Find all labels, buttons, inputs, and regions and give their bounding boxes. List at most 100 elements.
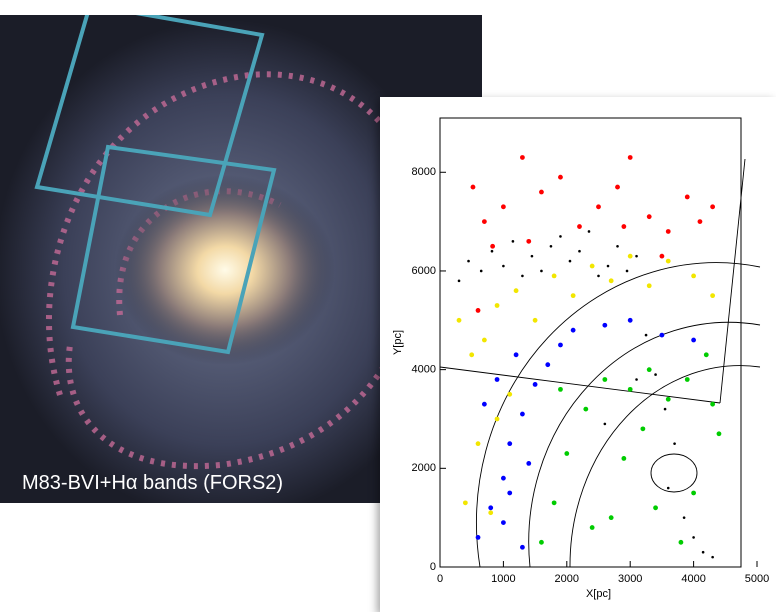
data-point (559, 235, 562, 238)
data-point (507, 392, 512, 397)
data-point (691, 273, 696, 278)
data-point (628, 318, 633, 323)
data-point (717, 431, 722, 436)
data-point (597, 275, 600, 278)
data-point (621, 456, 626, 461)
data-point (520, 545, 525, 550)
data-point (476, 535, 481, 540)
data-point (683, 516, 686, 519)
data-point (691, 491, 696, 496)
data-point (635, 255, 638, 258)
data-point (491, 250, 494, 253)
data-point (495, 377, 500, 382)
data-point (615, 185, 620, 190)
x-axis-label: X[pc] (586, 588, 611, 600)
x-tick-label: 5000 (745, 573, 769, 585)
data-point (539, 190, 544, 195)
data-point (502, 265, 505, 268)
data-point (564, 451, 569, 456)
data-point (512, 240, 515, 243)
data-point (660, 333, 665, 338)
data-point (666, 229, 671, 234)
data-point (569, 260, 572, 263)
y-tick-label: 0 (430, 561, 436, 573)
data-point (476, 441, 481, 446)
data-point (501, 204, 506, 209)
data-point (501, 476, 506, 481)
data-point (645, 334, 648, 337)
x-tick-label: 0 (437, 573, 443, 585)
data-point (482, 219, 487, 224)
data-point (457, 318, 462, 323)
data-point (501, 520, 506, 525)
image-caption: M83-BVI+Hα bands (FORS2) (22, 472, 283, 495)
data-point (609, 278, 614, 283)
x-tick-label: 2000 (555, 573, 579, 585)
data-point (480, 270, 483, 273)
data-point (571, 328, 576, 333)
plot-frame (440, 118, 741, 567)
data-point (476, 308, 481, 313)
data-point (602, 377, 607, 382)
data-point (604, 423, 607, 426)
slide: M83-BVI+Hα bands (FORS2) 010002000300040… (0, 0, 776, 612)
y-tick-label: 6000 (412, 265, 436, 277)
data-point (653, 505, 658, 510)
data-point (698, 219, 703, 224)
data-point (467, 260, 470, 263)
data-point (704, 352, 709, 357)
data-point (711, 556, 714, 559)
data-point (685, 195, 690, 200)
data-point (616, 245, 619, 248)
data-point (526, 461, 531, 466)
data-point (545, 362, 550, 367)
data-point (673, 442, 676, 445)
data-point (533, 318, 538, 323)
data-point (463, 500, 468, 505)
data-point (520, 412, 525, 417)
data-point (588, 230, 591, 233)
data-point (691, 338, 696, 343)
data-point (692, 536, 695, 539)
data-point (469, 352, 474, 357)
data-point (571, 293, 576, 298)
data-point (514, 288, 519, 293)
data-point (647, 367, 652, 372)
data-point (482, 338, 487, 343)
data-point (710, 402, 715, 407)
y-tick-label: 2000 (412, 462, 436, 474)
data-point (558, 387, 563, 392)
data-point (558, 343, 563, 348)
data-point (647, 214, 652, 219)
data-point (664, 408, 667, 411)
data-point (635, 378, 638, 381)
data-point (550, 245, 553, 248)
y-tick-label: 8000 (412, 166, 436, 178)
data-point (621, 224, 626, 229)
data-point (521, 275, 524, 278)
data-point (702, 551, 705, 554)
data-point (596, 204, 601, 209)
data-point (533, 382, 538, 387)
y-tick-label: 4000 (412, 364, 436, 376)
data-point (685, 377, 690, 382)
data-point (607, 265, 610, 268)
data-point (609, 515, 614, 520)
data-point (507, 491, 512, 496)
y-axis-label: Y[pc] (392, 330, 404, 355)
x-tick-label: 1000 (491, 573, 515, 585)
x-tick-label: 4000 (681, 573, 705, 585)
data-point (628, 254, 633, 259)
data-point (628, 155, 633, 160)
data-point (647, 283, 652, 288)
data-point (710, 204, 715, 209)
data-point (507, 441, 512, 446)
data-point (667, 487, 670, 490)
data-point (660, 254, 665, 259)
data-point (495, 303, 500, 308)
data-point (540, 270, 543, 273)
data-point (458, 280, 461, 283)
data-point (495, 417, 500, 422)
data-point (679, 540, 684, 545)
